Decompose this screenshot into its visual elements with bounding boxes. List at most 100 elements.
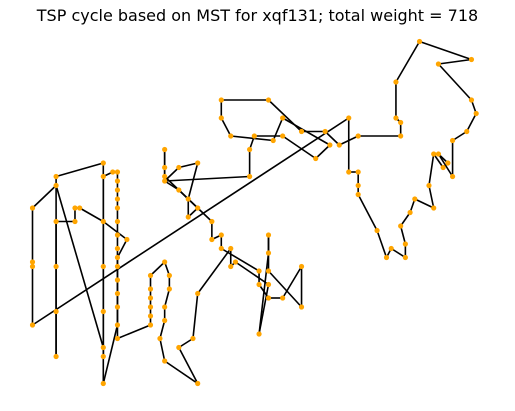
city-point <box>402 241 408 247</box>
city-point <box>218 232 224 238</box>
city-point <box>29 263 36 270</box>
city-point <box>468 97 475 103</box>
tour-edge <box>116 239 128 258</box>
city-point <box>265 250 272 256</box>
tour-edge <box>390 247 406 259</box>
city-point <box>114 335 121 342</box>
city-point <box>77 205 83 211</box>
tour-edge <box>187 162 199 200</box>
tour-edge <box>438 58 472 65</box>
city-point <box>114 169 121 175</box>
city-point <box>473 110 479 117</box>
city-point <box>53 263 59 270</box>
city-point <box>407 209 413 216</box>
tour-edge <box>235 261 269 286</box>
city-point <box>114 205 121 211</box>
city-point <box>440 164 446 171</box>
city-point <box>100 218 106 225</box>
city-point <box>195 160 201 166</box>
city-point <box>147 313 154 319</box>
tour-edge <box>164 180 180 191</box>
chart-title: TSP cycle based on MST for xqf131; total… <box>36 6 479 25</box>
tour-edge <box>357 194 378 231</box>
tour-edge <box>220 117 232 137</box>
tour-edge <box>32 117 350 326</box>
tour-edge <box>272 117 284 141</box>
city-point <box>114 254 121 261</box>
city-point <box>228 245 234 252</box>
city-point <box>147 272 154 279</box>
city-point <box>355 191 361 198</box>
city-point <box>218 97 224 103</box>
city-point <box>398 119 404 126</box>
tour-edge <box>178 347 199 384</box>
tour-edge <box>267 99 303 133</box>
tour-edge <box>437 63 473 101</box>
city-point <box>147 304 154 310</box>
city-points-layer <box>29 38 479 387</box>
city-point <box>162 259 168 265</box>
city-point <box>355 169 361 175</box>
tour-path-layer <box>31 40 477 385</box>
tour-edge <box>315 144 331 160</box>
city-point <box>157 335 163 342</box>
city-point <box>393 115 399 121</box>
city-point <box>298 304 305 310</box>
city-point <box>162 173 168 180</box>
city-point <box>190 335 196 342</box>
city-point <box>195 380 201 387</box>
tour-edge <box>433 153 444 168</box>
tour-edge <box>164 175 250 182</box>
tour-edge <box>282 135 317 160</box>
city-point <box>431 205 437 211</box>
city-point <box>298 128 305 135</box>
city-point <box>147 286 154 292</box>
city-point <box>218 245 224 252</box>
city-point <box>114 277 121 283</box>
city-point <box>29 322 36 328</box>
tour-edge <box>102 324 119 384</box>
city-point <box>402 254 408 261</box>
city-point <box>445 160 451 166</box>
tour-edge <box>258 252 270 335</box>
tour-edge <box>102 220 128 241</box>
city-point <box>270 137 276 144</box>
tour-edge <box>267 270 303 308</box>
city-point <box>355 133 361 139</box>
city-point <box>162 164 168 171</box>
city-point <box>346 169 352 175</box>
tour-edge <box>419 40 472 61</box>
city-point <box>100 353 106 360</box>
tour-edge <box>395 41 421 83</box>
city-point <box>114 263 121 270</box>
tour-edge <box>466 113 477 132</box>
city-point <box>162 358 168 364</box>
city-point <box>449 173 456 180</box>
city-point <box>124 236 130 243</box>
city-point <box>114 304 121 310</box>
city-point <box>195 290 201 297</box>
city-point <box>228 133 234 139</box>
city-point <box>416 38 423 45</box>
city-point <box>53 353 59 360</box>
city-point <box>114 218 121 225</box>
city-point <box>162 317 168 324</box>
city-point <box>53 308 59 315</box>
city-point <box>53 182 59 189</box>
city-point <box>114 322 121 328</box>
city-point <box>29 259 36 265</box>
city-point <box>247 146 253 153</box>
city-point <box>100 308 106 315</box>
city-point <box>185 214 191 220</box>
city-point <box>265 295 272 301</box>
tour-edge <box>117 324 151 340</box>
tour-edge <box>428 185 435 209</box>
city-point <box>426 182 432 189</box>
tour-edge <box>163 288 171 308</box>
city-point <box>100 263 106 270</box>
city-point <box>176 187 182 193</box>
city-point <box>449 137 456 144</box>
city-point <box>435 151 442 157</box>
city-point <box>147 295 154 301</box>
city-point <box>162 146 168 153</box>
